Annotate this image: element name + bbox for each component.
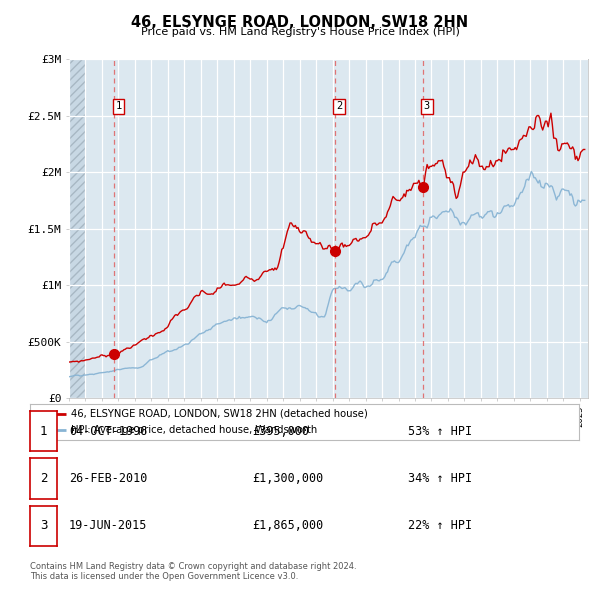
Text: HPI: Average price, detached house, Wandsworth: HPI: Average price, detached house, Wand…: [71, 425, 317, 435]
Bar: [69, 59, 85, 398]
Text: 34% ↑ HPI: 34% ↑ HPI: [408, 472, 472, 485]
Text: 53% ↑ HPI: 53% ↑ HPI: [408, 425, 472, 438]
Text: 3: 3: [40, 519, 47, 532]
Text: 2: 2: [40, 472, 47, 485]
Text: 19-JUN-2015: 19-JUN-2015: [69, 519, 148, 532]
Text: 2: 2: [336, 101, 343, 112]
Text: 22% ↑ HPI: 22% ↑ HPI: [408, 519, 472, 532]
Text: 46, ELSYNGE ROAD, LONDON, SW18 2HN: 46, ELSYNGE ROAD, LONDON, SW18 2HN: [131, 15, 469, 30]
Text: 26-FEB-2010: 26-FEB-2010: [69, 472, 148, 485]
Text: £395,000: £395,000: [252, 425, 309, 438]
Text: 3: 3: [424, 101, 430, 112]
Text: Price paid vs. HM Land Registry's House Price Index (HPI): Price paid vs. HM Land Registry's House …: [140, 27, 460, 37]
Text: 46, ELSYNGE ROAD, LONDON, SW18 2HN (detached house): 46, ELSYNGE ROAD, LONDON, SW18 2HN (deta…: [71, 409, 368, 419]
Text: £1,865,000: £1,865,000: [252, 519, 323, 532]
Text: 1: 1: [40, 425, 47, 438]
Text: Contains HM Land Registry data © Crown copyright and database right 2024.
This d: Contains HM Land Registry data © Crown c…: [30, 562, 356, 581]
Text: 1: 1: [115, 101, 122, 112]
Text: 04-OCT-1996: 04-OCT-1996: [69, 425, 148, 438]
Text: £1,300,000: £1,300,000: [252, 472, 323, 485]
